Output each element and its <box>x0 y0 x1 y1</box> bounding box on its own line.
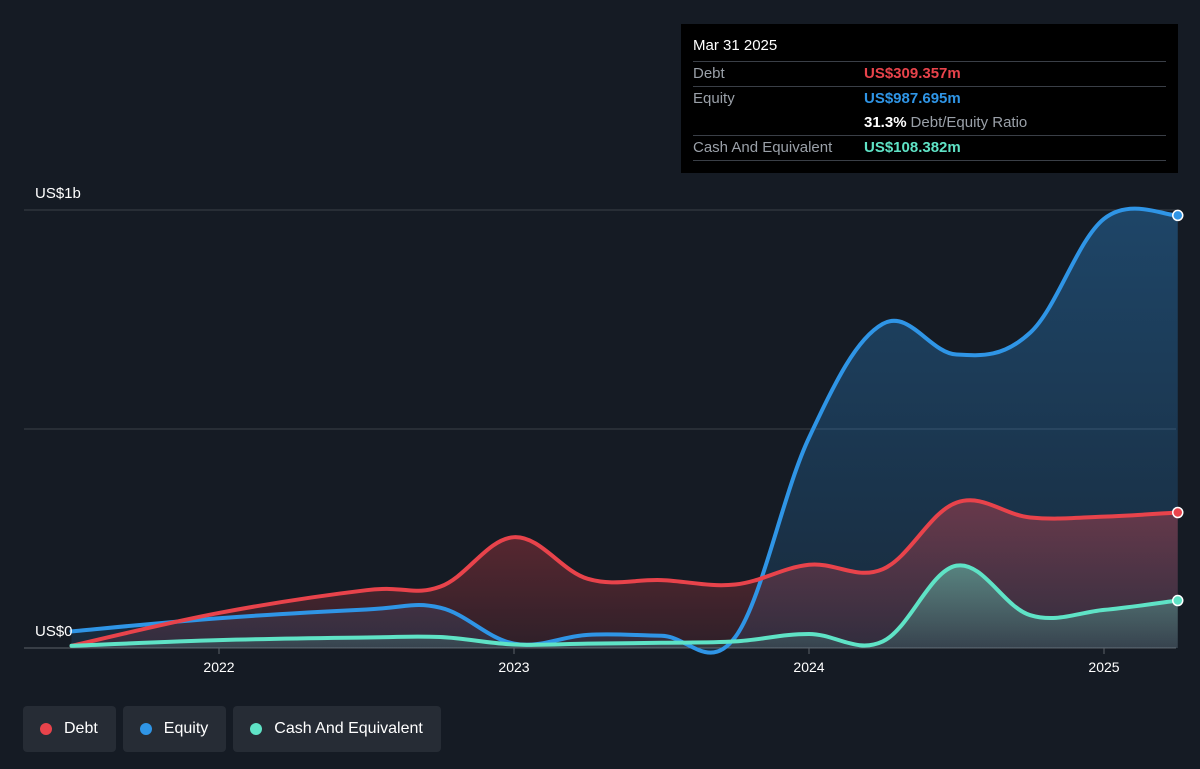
legend-label-equity: Equity <box>163 720 209 737</box>
tooltip-ratio-value: 31.3% <box>864 114 907 131</box>
legend-dot-cash <box>250 723 263 735</box>
end-point-debt <box>1172 506 1184 519</box>
line-debt <box>69 498 1180 648</box>
y-axis-bottom-label: US$0 <box>35 623 73 640</box>
legend-dot-debt <box>40 723 52 735</box>
chart-legend: Debt Equity Cash And Equivalent <box>23 706 441 752</box>
tooltip-equity-label: Equity <box>693 90 735 107</box>
tooltip-equity-row: Equity US$987.695m <box>693 86 1166 111</box>
legend-label-cash: Cash And Equivalent <box>274 720 423 737</box>
tooltip-date: Mar 31 2025 <box>693 37 778 54</box>
tooltip-debt-row: Debt US$309.357m <box>693 61 1166 86</box>
x-tick-label-2023: 2023 <box>498 659 529 675</box>
end-point-cash-and-equivalent <box>1172 594 1184 607</box>
tooltip-equity-value: US$987.695m <box>864 90 961 107</box>
tooltip-cash-label: Cash And Equivalent <box>693 139 833 156</box>
end-point-equity <box>1172 209 1184 222</box>
legend-label-debt: Debt <box>64 720 98 737</box>
y-axis-top-label: US$1b <box>35 185 81 202</box>
line-equity <box>69 206 1180 655</box>
legend-item-cash[interactable]: Cash And Equivalent <box>233 706 441 752</box>
tooltip-ratio-row: 31.3% Debt/Equity Ratio <box>693 111 1166 135</box>
legend-dot-equity <box>139 723 152 735</box>
x-tick-label-2022: 2022 <box>203 659 234 675</box>
debt-equity-chart: US$1b US$0 2022 2023 2024 2025 <box>24 185 1184 675</box>
legend-item-debt[interactable]: Debt <box>23 706 116 752</box>
legend-item-equity[interactable]: Equity <box>122 706 227 752</box>
tooltip-ratio-label: Debt/Equity Ratio <box>910 114 1028 131</box>
x-tick-label-2025: 2025 <box>1088 659 1119 675</box>
line-cash-and-equivalent <box>69 563 1180 648</box>
tooltip-bottom-divider <box>693 160 1166 161</box>
tooltip-cash-row: Cash And Equivalent US$108.382m <box>693 135 1166 160</box>
tooltip-debt-label: Debt <box>693 65 725 82</box>
tooltip-cash-value: US$108.382m <box>864 139 961 156</box>
area-equity <box>71 208 1178 653</box>
tooltip-panel: Mar 31 2025 Debt US$309.357m Equity US$9… <box>681 24 1178 173</box>
x-tick-label-2024: 2024 <box>793 659 824 675</box>
tooltip-debt-value: US$309.357m <box>864 65 961 82</box>
